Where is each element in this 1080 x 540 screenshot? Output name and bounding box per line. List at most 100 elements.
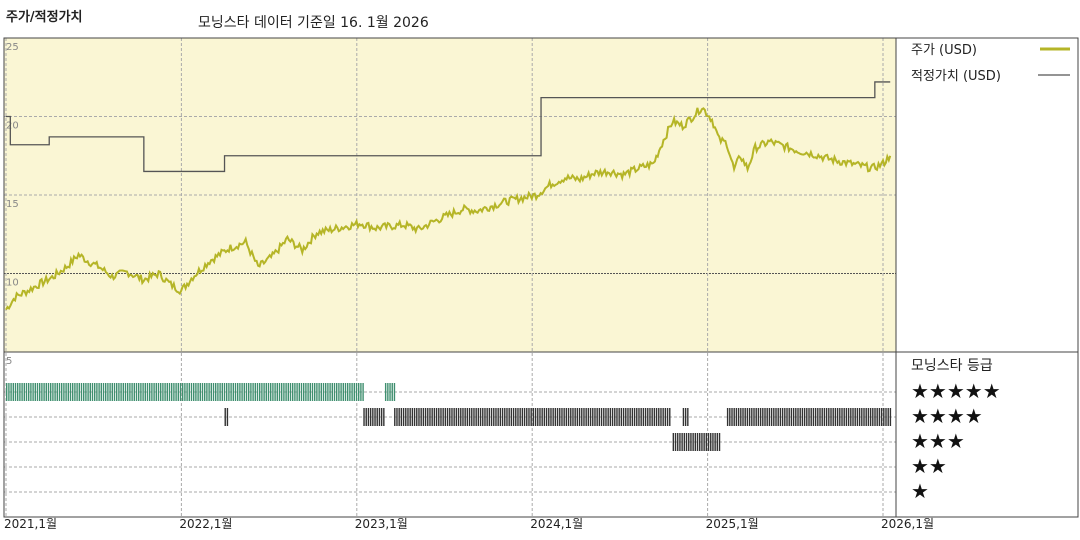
rating-tick [267,383,270,401]
rating-tick [25,383,28,401]
rating-tick [550,408,552,426]
rating-tick [453,408,455,426]
rating-tick [462,408,464,426]
rating-tick [449,408,451,426]
rating-tick [707,433,710,451]
rating-tick [576,408,579,426]
rating-tick [699,433,701,451]
rating-tick [45,383,47,401]
rating-tick [289,383,292,401]
rating-tick [142,383,144,401]
rating-tick [58,383,61,401]
rating-tick [742,408,744,426]
rating-tick [369,408,372,426]
rating-tick [636,408,638,426]
rating-tick [559,408,561,426]
rating-tick [627,408,629,426]
rating-tick [402,408,405,426]
rating-tick [245,383,248,401]
rating-tick [455,408,458,426]
price-line [5,107,892,311]
rating-tick [620,408,623,426]
rating-tick [28,383,30,401]
rating-tick [107,383,109,401]
rating-tick [113,383,116,401]
rating-tick [563,408,565,426]
rating-tick [162,383,164,401]
rating-tick [389,383,391,401]
rating-tick [146,383,149,401]
rating-tick [775,408,777,426]
rating-tick [265,383,267,401]
rating-tick [322,383,325,401]
rating-tick [499,408,502,426]
rating-tick [43,383,45,401]
page-title: 주가/적정가치 [6,10,83,25]
rating-tick [690,433,692,451]
rating-tick [30,383,32,401]
legend: 주가 (USD) 적정가치 (USD) [911,43,1070,84]
rating-tick [438,408,440,426]
rating-tick [230,383,232,401]
rating-tick [206,383,208,401]
rating-tick [232,383,234,401]
rating-tick [530,408,532,426]
rating-tick [532,408,535,426]
rating-tick [545,408,548,426]
rating-tick [47,383,50,401]
rating-tick [845,408,848,426]
rating-tick [629,408,631,426]
rating-tick [883,408,885,426]
rating-tick [865,408,867,426]
rating-tick [168,383,171,401]
rating-tick [166,383,168,401]
rating-tick [729,408,731,426]
rating-tick [647,408,649,426]
rating-tick [594,408,596,426]
legend-price-label: 주가 (USD) [911,43,977,58]
rating-tick [256,383,259,401]
rating-tick [72,383,74,401]
rating-tick [640,408,642,426]
rating-tick [204,383,206,401]
rating-tick [442,408,444,426]
rating-tick [8,383,10,401]
rating-tick [424,408,427,426]
rating-tick [748,408,751,426]
rating-tick [226,383,228,401]
rating-tick [80,383,83,401]
rating-tick [495,408,497,426]
rating-tick [342,383,344,401]
rating-tick [89,383,91,401]
rating-tick [305,383,307,401]
rating-tick [603,408,605,426]
rating-tick [309,383,311,401]
rating-tick [521,408,524,426]
rating-tick [318,383,320,401]
rating-tick [164,383,166,401]
rating-tick [554,408,557,426]
rating-tick [446,408,449,426]
rating-tick [869,408,872,426]
rating-tick [327,383,329,401]
rating-tick [825,408,828,426]
rating-tick [633,408,636,426]
rating-tick [179,383,182,401]
rating-tick [616,408,618,426]
rating-tick [118,383,120,401]
rating-tick [241,383,243,401]
rating-tick [814,408,817,426]
rating-tick [753,408,755,426]
rating-tick [182,383,184,401]
rating-tick [429,408,431,426]
rating-tick [812,408,815,426]
rating-tick [651,408,653,426]
rating-tick [552,408,554,426]
rating-tick [885,408,887,426]
rating-tick [83,383,85,401]
rating-tick [102,383,105,401]
rating-tick [393,383,396,401]
rating-tick [351,383,353,401]
rating-tick [701,433,703,451]
